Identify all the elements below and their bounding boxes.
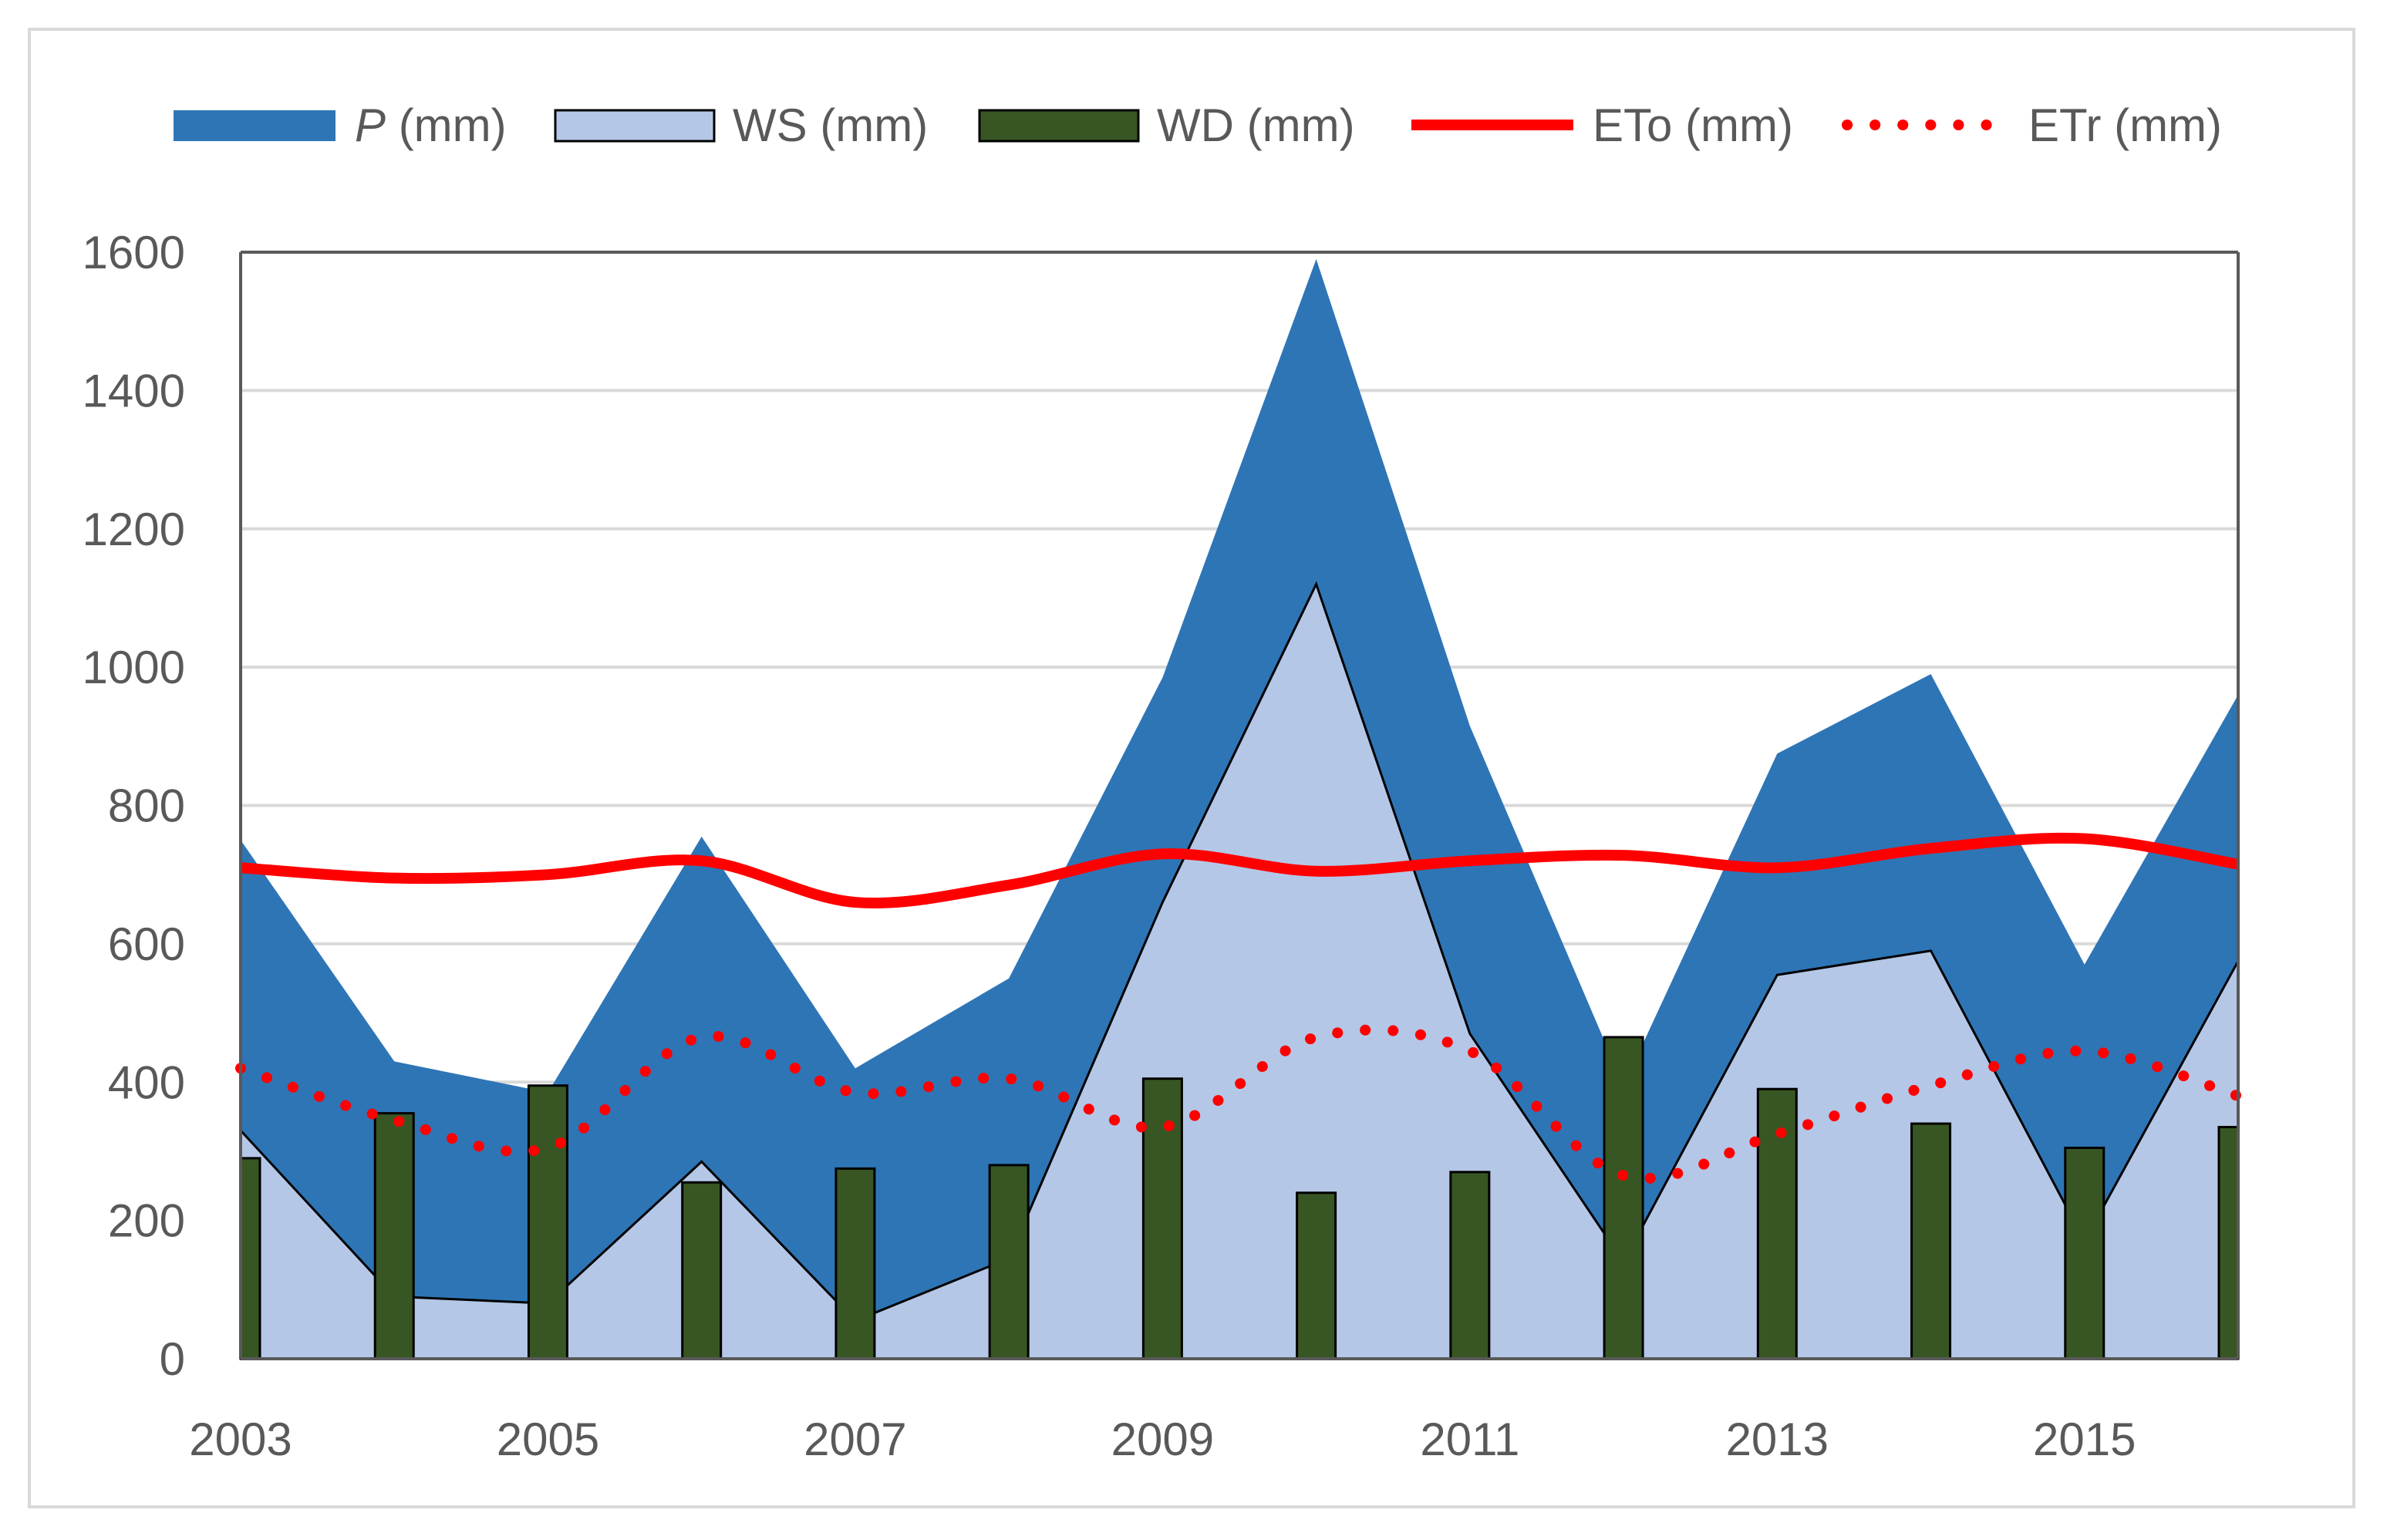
lines bbox=[235, 832, 2244, 1184]
x-tick-label: 2011 bbox=[1420, 1414, 1519, 1465]
x-tick-label: 2009 bbox=[1111, 1414, 1214, 1465]
areas bbox=[239, 258, 2240, 1359]
legend-swatch-p bbox=[174, 110, 335, 141]
bar-wd-2006 bbox=[681, 1181, 723, 1360]
area-ws-outline bbox=[239, 581, 2240, 1323]
y-tick-label: 200 bbox=[108, 1195, 185, 1247]
legend-label: ETo (mm) bbox=[1593, 99, 1793, 151]
bar-wd-2004 bbox=[373, 1112, 415, 1360]
y-tick-label: 1600 bbox=[83, 227, 185, 278]
y-tick-label: 0 bbox=[160, 1333, 185, 1385]
x-tick-label: 2007 bbox=[804, 1414, 906, 1465]
line-eto bbox=[240, 832, 2240, 909]
bar-wd-2007 bbox=[834, 1167, 876, 1360]
bar-wd-2012 bbox=[1603, 1036, 1644, 1360]
bar-wd-2005 bbox=[527, 1084, 568, 1360]
legend-label: WS (mm) bbox=[733, 99, 928, 151]
y-tick-label: 1200 bbox=[83, 504, 185, 555]
bar-wd-2016 bbox=[2217, 1126, 2240, 1360]
bar-wd-2015 bbox=[2064, 1146, 2105, 1360]
legend-label: ETr (mm) bbox=[2028, 99, 2222, 151]
area-ws bbox=[241, 584, 2238, 1359]
x-tick-label: 2005 bbox=[497, 1414, 599, 1465]
y-tick-label: 600 bbox=[108, 918, 185, 970]
x-tick-label: 2015 bbox=[2033, 1414, 2136, 1465]
y-tick-label: 1000 bbox=[83, 642, 185, 693]
bars bbox=[239, 1036, 2240, 1360]
x-tick-labels: 2003 2005 2007 2009 2011 2013 2015 bbox=[189, 1414, 2136, 1465]
x-tick-label: 2003 bbox=[189, 1414, 292, 1465]
y-tick-labels: 0 200 400 600 800 1000 1200 1400 1600 bbox=[83, 227, 185, 1385]
bar-wd-2011 bbox=[1449, 1171, 1491, 1360]
legend-label: P (mm) bbox=[355, 99, 507, 151]
bar-wd-2009 bbox=[1141, 1077, 1183, 1360]
legend-label: WD (mm) bbox=[1157, 99, 1355, 151]
y-tick-label: 800 bbox=[108, 780, 185, 832]
legend-swatch-ws bbox=[554, 109, 716, 143]
bar-wd-2003 bbox=[239, 1157, 261, 1360]
legend: P (mm) WS (mm) WD (mm) ETo (mm) ETr (mm) bbox=[174, 99, 2222, 151]
x-tick-label: 2013 bbox=[1726, 1414, 1829, 1465]
bar-wd-2010 bbox=[1296, 1191, 1337, 1360]
bar-wd-2008 bbox=[988, 1164, 1030, 1360]
legend-swatch-wd bbox=[978, 109, 1140, 143]
y-tick-label: 400 bbox=[108, 1056, 185, 1108]
bar-wd-2014 bbox=[1910, 1122, 1952, 1360]
y-tick-label: 1400 bbox=[83, 365, 185, 416]
axes bbox=[239, 251, 2240, 1360]
